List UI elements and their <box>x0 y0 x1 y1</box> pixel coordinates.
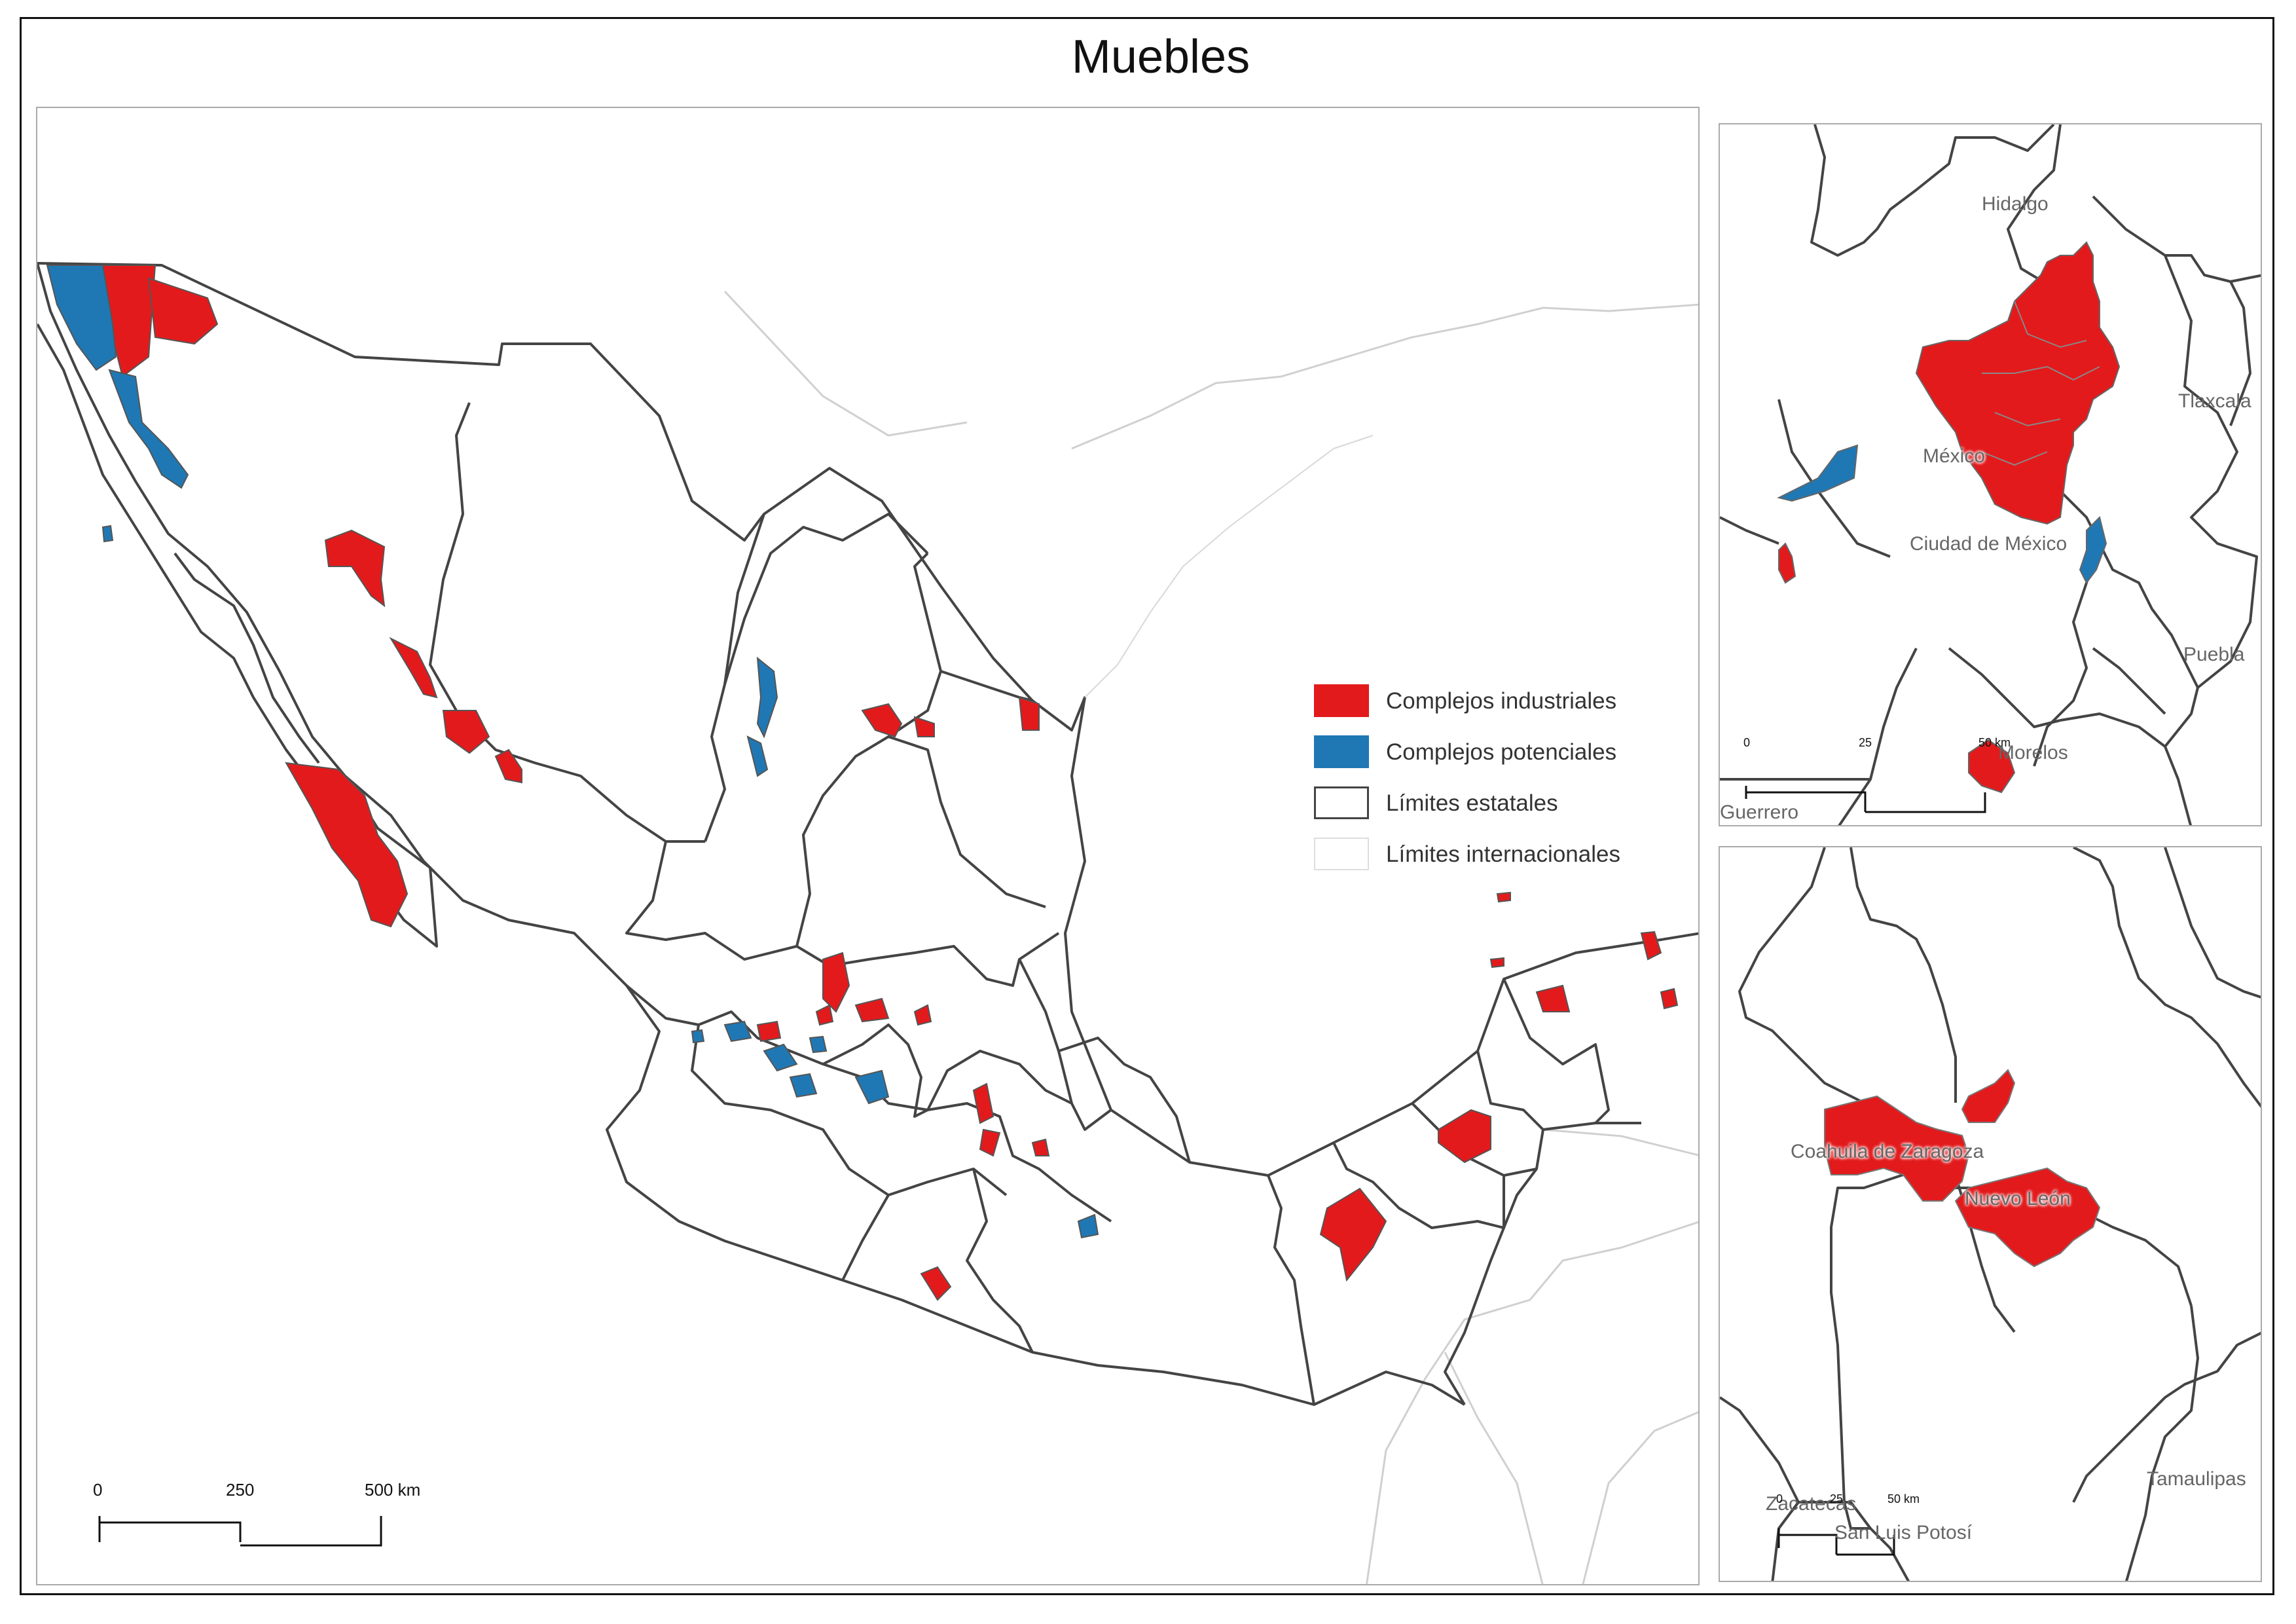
legend-label-potential: Complejos potenciales <box>1386 739 1617 765</box>
state-limits <box>37 262 1698 1406</box>
inset-central-scalebar-tick-0: 0 <box>1743 736 1751 749</box>
inset-coahuila-ne-complex <box>1961 1069 2016 1123</box>
inset-north-scalebar <box>1777 1528 1895 1556</box>
complex-yucatan-2 <box>1489 957 1504 969</box>
label-zacatecas: Zacatecas <box>1766 1493 1857 1515</box>
inset-central-scalebar-tick-50: 50 km <box>1978 736 2011 749</box>
inset-coahuila-complex <box>1824 1095 1970 1202</box>
inset-north-panel: Coahuila de Zaragoza Nuevo León Tamaulip… <box>1719 846 2262 1582</box>
complex-guanajuato-1 <box>815 1004 834 1026</box>
complex-sonora-guaymas <box>389 637 438 699</box>
coastline-detail <box>1084 435 1374 698</box>
main-map-panel: Complejos industriales Complejos potenci… <box>36 107 1700 1585</box>
potential-complexes <box>46 265 1099 1239</box>
potential-jalisco-2 <box>763 1043 798 1072</box>
complex-yucatan-merida <box>1535 984 1571 1012</box>
complex-sinaloa-culiacan <box>442 710 490 754</box>
map-frame <box>20 17 2274 1595</box>
inset-central-panel: Hidalgo Tlaxcala México Ciudad de México… <box>1719 123 2262 826</box>
inset-central-map <box>1720 124 2261 825</box>
inset-north-scalebar-tick-25: 25 <box>1830 1492 1844 1505</box>
legend-swatch-state-limits <box>1314 786 1369 819</box>
complex-edomex-1 <box>972 1082 994 1124</box>
legend-label-industrial: Complejos industriales <box>1386 688 1617 714</box>
international-limits <box>723 290 1698 1584</box>
potential-jalisco-1 <box>723 1020 752 1043</box>
scalebar-tick-0: 0 <box>93 1480 103 1500</box>
potential-colima <box>691 1029 705 1044</box>
inset-north-scalebar-tick-0: 0 <box>1776 1492 1783 1505</box>
label-nuevo-leon: Nuevo León <box>1965 1188 2071 1209</box>
inset-cdmx-complex <box>1915 241 2121 525</box>
complex-guanajuato-2 <box>854 997 890 1023</box>
potential-jalisco-4 <box>809 1035 828 1054</box>
inset-morelos-complex <box>1968 739 2016 794</box>
scalebar-tick-500: 500 km <box>365 1480 421 1500</box>
legend-swatch-potential <box>1314 735 1369 768</box>
map-title: Muebles <box>1071 31 1250 83</box>
potential-baja-small <box>101 525 114 543</box>
legend-swatch-industrial <box>1314 684 1369 717</box>
complex-queretaro <box>913 1004 932 1026</box>
label-guerrero: Guerrero <box>1720 802 1799 823</box>
legend-label-intl-limits: Límites internacionales <box>1386 841 1620 867</box>
inset-mexico-west-complex <box>1778 542 1796 584</box>
label-coahuila: Coahuila de Zaragoza <box>1791 1141 1984 1162</box>
legend-label-state-limits: Límites estatales <box>1386 790 1558 816</box>
potential-puebla <box>1077 1213 1099 1239</box>
complex-tabasco <box>1319 1187 1387 1282</box>
complex-tamaulipas <box>1018 696 1040 731</box>
industrial-complexes <box>101 265 1679 1301</box>
complex-coahuila <box>861 703 903 738</box>
complex-bcs-la-paz <box>285 762 409 928</box>
complex-edomex-2 <box>979 1128 1001 1157</box>
inset-nl-complex <box>1954 1167 2101 1268</box>
complex-nl <box>913 716 935 737</box>
legend-swatch-intl-limits <box>1314 838 1369 870</box>
complex-baja-norte-2 <box>147 277 219 345</box>
inset-north-map <box>1720 847 2261 1581</box>
label-puebla: Puebla <box>2183 644 2245 665</box>
complex-quintana-roo <box>1640 931 1662 961</box>
label-tlaxcala: Tlaxcala <box>2178 390 2251 412</box>
potential-chihuahua-2 <box>746 735 769 777</box>
complex-jalisco-ags <box>822 951 850 1013</box>
potential-michoacan <box>854 1069 890 1105</box>
inset-central-scalebar-tick-25: 25 <box>1859 736 1872 749</box>
label-tamaulipas: Tamaulipas <box>2147 1468 2246 1490</box>
scalebar-tick-250: 250 <box>226 1480 255 1500</box>
label-san-luis-potosi: San Luis Potosí <box>1834 1522 1973 1543</box>
inset-north-scalebar-tick-50: 50 km <box>1887 1492 1920 1505</box>
potential-jalisco-3 <box>789 1073 818 1098</box>
potential-chihuahua <box>756 656 778 739</box>
inset-north-industrial <box>1824 1069 2101 1268</box>
complex-qroo-2 <box>1660 987 1679 1010</box>
potential-baja-tijuana <box>46 265 117 371</box>
complex-sonora-hermosillo <box>324 529 386 608</box>
complex-campeche <box>1438 1109 1491 1164</box>
inset-central-scalebar <box>1745 786 1986 813</box>
label-hidalgo: Hidalgo <box>1982 193 2049 215</box>
complex-guerrero-acapulco <box>920 1266 952 1301</box>
inset-central-municipal-lines <box>1981 301 2100 466</box>
complex-jalisco-gdl <box>756 1020 782 1043</box>
inset-potential-west <box>1777 444 1859 502</box>
mexico-map <box>37 262 1698 1584</box>
label-mexico: México <box>1923 445 1986 467</box>
label-morelos: Morelos <box>1998 742 2068 764</box>
label-cdmx: Ciudad de México <box>1910 533 2068 555</box>
inset-potential-east <box>2079 516 2107 584</box>
inset-central-industrial <box>1778 241 2121 794</box>
complex-puebla <box>1031 1138 1050 1156</box>
complex-sinaloa-mazatlan <box>494 748 522 784</box>
potential-baja-mexicali <box>108 369 189 489</box>
inset-central-potential <box>1777 444 2107 584</box>
complex-gulf-island <box>1496 891 1511 903</box>
